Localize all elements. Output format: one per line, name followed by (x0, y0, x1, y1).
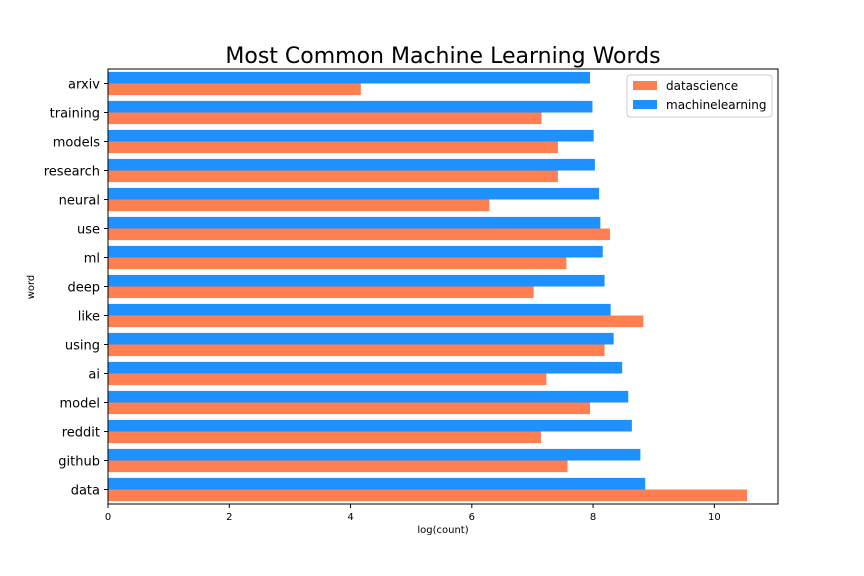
bar-machinelearning-reddit (108, 419, 632, 432)
bar-machinelearning-use (108, 216, 601, 229)
bar-machinelearning-ai (108, 361, 623, 374)
bar-datascience-research (108, 170, 558, 183)
y-tick-label: reddit (62, 426, 100, 441)
bar-datascience-ml (108, 257, 567, 270)
y-tick-label: github (58, 455, 100, 470)
bar-datascience-training (108, 112, 542, 125)
bar-datascience-like (108, 315, 644, 328)
bar-datascience-use (108, 228, 611, 241)
bar-datascience-deep (108, 286, 534, 299)
bar-machinelearning-models (108, 129, 594, 142)
bar-datascience-models (108, 141, 558, 154)
x-tick-label: 4 (347, 512, 353, 523)
y-tick-label: data (71, 484, 100, 499)
chart-title: Most Common Machine Learning Words (225, 44, 660, 69)
legend-swatch-machinelearning (633, 100, 657, 109)
bar-datascience-model (108, 402, 591, 415)
y-tick-label: like (78, 310, 100, 325)
legend-swatch-datascience (633, 81, 657, 90)
x-tick-label: 8 (590, 512, 596, 523)
bar-machinelearning-arxiv (108, 71, 591, 84)
bar-datascience-neural (108, 199, 490, 212)
legend: datascience machinelearning (626, 74, 773, 118)
bar-datascience-reddit (108, 431, 541, 444)
x-tick-label: 0 (105, 512, 111, 523)
bar-datascience-data (108, 489, 748, 502)
bar-datascience-github (108, 460, 568, 473)
bar-datascience-ai (108, 373, 547, 386)
bar-datascience-arxiv (108, 83, 361, 96)
y-tick-label: arxiv (68, 78, 100, 93)
bar-machinelearning-ml (108, 245, 603, 258)
legend-label-datascience: datascience (666, 79, 738, 93)
bar-machinelearning-data (108, 477, 646, 490)
y-axis-label: word (26, 275, 37, 300)
bars-group (108, 71, 748, 502)
y-tick-label: neural (59, 194, 100, 209)
legend-label-machinelearning: machinelearning (666, 98, 767, 112)
x-tick-label: 6 (469, 512, 475, 523)
legend-box (626, 74, 773, 118)
y-tick-label: ml (84, 252, 100, 267)
bar-machinelearning-using (108, 332, 614, 345)
y-tick-label: training (50, 107, 100, 122)
y-tick-label: using (65, 339, 100, 354)
y-tick-label: deep (68, 281, 101, 296)
bar-machinelearning-model (108, 390, 629, 403)
bar-datascience-using (108, 344, 605, 357)
bar-machinelearning-like (108, 303, 611, 316)
y-tick-label: models (53, 136, 100, 151)
bar-machinelearning-training (108, 100, 593, 113)
y-tick-label: ai (88, 368, 100, 383)
y-axis-ticks: data github reddit model ai using like deep ml us… (44, 78, 108, 499)
y-tick-label: model (60, 397, 100, 412)
bar-machinelearning-github (108, 448, 641, 461)
x-axis-label: log(count) (417, 525, 468, 536)
y-tick-label: use (77, 223, 100, 238)
y-tick-label: research (44, 165, 100, 180)
x-tick-label: 10 (708, 512, 721, 523)
x-axis-ticks: 0 2 4 6 8 10 (105, 504, 721, 523)
x-tick-label: 2 (226, 512, 232, 523)
bar-machinelearning-deep (108, 274, 605, 287)
bar-machinelearning-neural (108, 187, 600, 200)
bar-machinelearning-research (108, 158, 595, 171)
